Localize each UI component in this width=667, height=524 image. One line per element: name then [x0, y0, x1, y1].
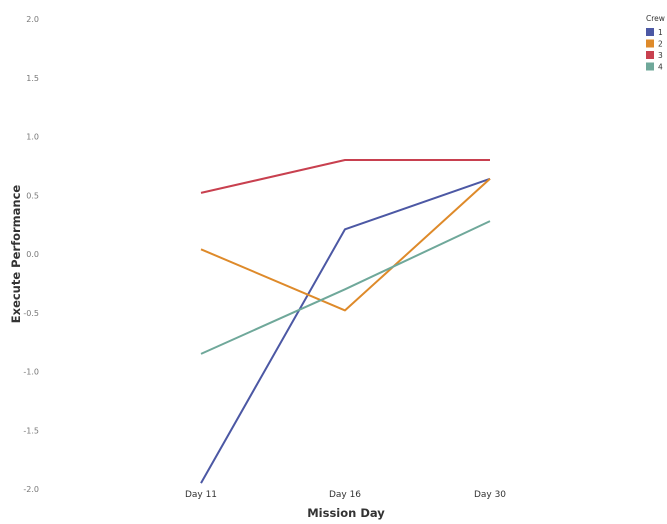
y-axis-title: Execute Performance: [9, 185, 23, 324]
y-tick-label: 1.0: [26, 133, 39, 142]
legend-title: Crew: [646, 14, 665, 23]
y-axis-ticks: 2.0 1.5 1.0 0.5 0.0 -0.5 -1.0 -1.5 -2.0: [23, 15, 39, 494]
series-line-crew-2: [200, 178, 491, 312]
x-tick-label: Day 16: [329, 490, 361, 500]
y-tick-label: 1.5: [26, 74, 39, 83]
y-tick-label: -2.0: [23, 485, 39, 494]
x-tick-label: Day 30: [474, 490, 506, 500]
legend-label-crew-4: 4: [658, 63, 663, 72]
x-tick-label: Day 11: [185, 490, 217, 500]
y-tick-label: 2.0: [26, 15, 39, 24]
legend-label-crew-2: 2: [658, 40, 663, 49]
y-tick-label: -0.5: [23, 309, 39, 318]
legend-swatch-crew-3: [646, 51, 654, 59]
y-tick-label: 0.5: [26, 191, 39, 200]
legend-swatch-crew-1: [646, 28, 654, 36]
y-tick-label: 0.0: [26, 250, 39, 259]
y-tick-label: -1.5: [23, 426, 39, 435]
y-tick-label: -1.0: [23, 368, 39, 377]
legend-label-crew-3: 3: [658, 51, 663, 60]
legend-swatch-crew-2: [646, 39, 654, 48]
series-line-crew-4: [200, 220, 491, 355]
x-axis-title: Mission Day: [307, 506, 385, 520]
legend: Crew 1 2 3 4: [646, 14, 665, 72]
series-line-crew-1: [200, 177, 491, 484]
series-lines: [200, 159, 491, 484]
legend-label-crew-1: 1: [658, 28, 663, 37]
series-line-crew-3: [200, 159, 490, 194]
legend-swatch-crew-4: [646, 62, 654, 71]
x-axis-ticks: Day 11 Day 16 Day 30: [185, 490, 506, 500]
